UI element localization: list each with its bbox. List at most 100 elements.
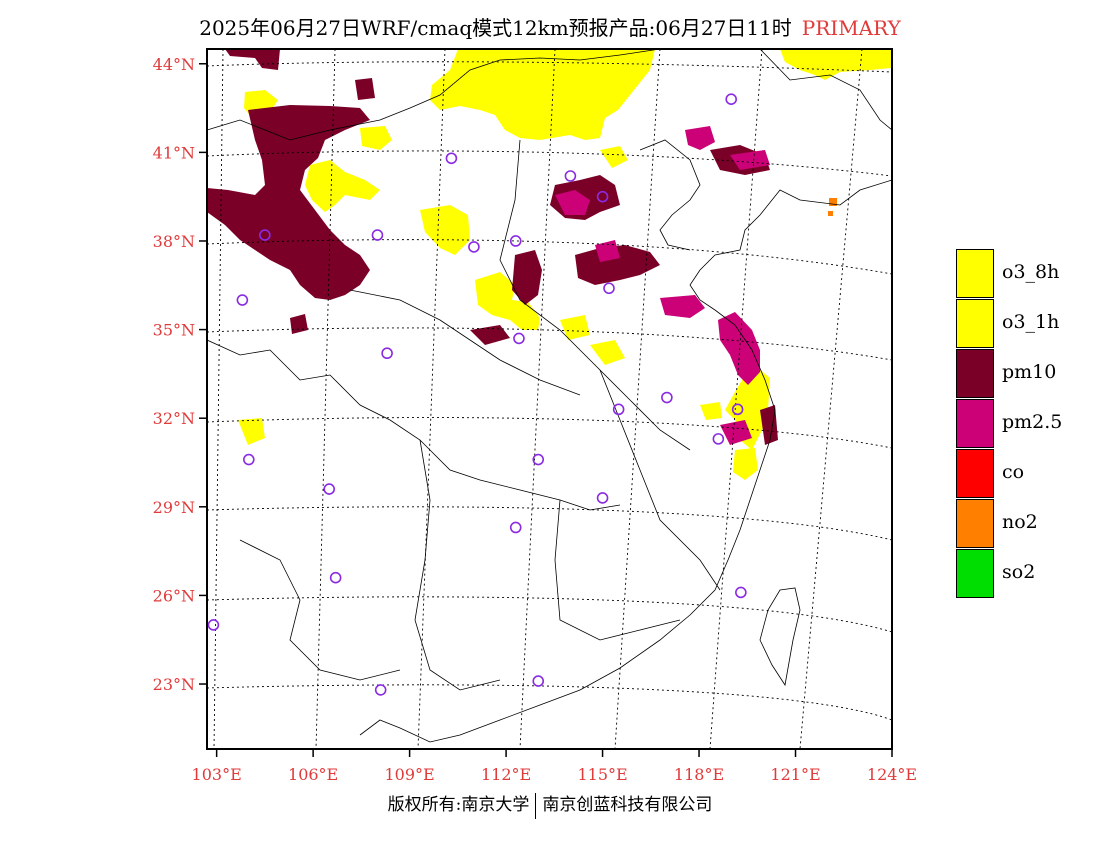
lon-tick-label: 118°E [674, 765, 724, 784]
legend-swatch [956, 399, 994, 448]
lat-tick-label: 44°N [153, 55, 195, 74]
station-marker [323, 483, 336, 495]
o3-area-shandong [560, 315, 590, 340]
station-marker [513, 332, 525, 345]
copyright-footer: 版权所有:南京大学 南京创蓝科技有限公司 [0, 790, 1100, 819]
station-marker [731, 403, 744, 416]
station-marker [735, 586, 747, 599]
o3-area-inner [305, 160, 380, 212]
station-marker [712, 433, 725, 445]
station-marker [596, 492, 609, 504]
o3-area-shanxi [420, 205, 470, 255]
map-frame [206, 48, 893, 750]
legend-item-o3-8h: o3_8h [956, 249, 1096, 299]
pm25-area-hebei [595, 240, 620, 262]
legend-item-o3-1h: o3_1h [956, 299, 1096, 349]
legend-label: no2 [1002, 511, 1038, 533]
pm25-area-shanghai [720, 420, 752, 445]
station-marker [371, 229, 384, 241]
border-ne [759, 49, 892, 131]
pm25-area-beijing [555, 190, 590, 215]
province-lines-7 [599, 369, 721, 591]
lon-tick-label: 121°E [770, 765, 820, 784]
o3-area-ne [780, 49, 892, 80]
station-marker [445, 152, 458, 165]
longitude-axis: 103°E 106°E 109°E 112°E 115°E 118°E 121°E 124°E [192, 749, 917, 784]
legend-item-co: co [956, 449, 1096, 499]
lon-tick-label: 112°E [481, 765, 531, 784]
o3-area-henan2 [590, 340, 625, 365]
coastline [359, 179, 892, 743]
pm10-area-shandong [575, 245, 660, 285]
station-marker [236, 294, 249, 306]
pm25-area-ne [685, 126, 715, 150]
legend-item-pm10: pm10 [956, 349, 1096, 399]
station-marker [374, 684, 387, 696]
station-marker [509, 235, 522, 247]
legend-label: o3_1h [1002, 311, 1060, 333]
lat-tick-label: 29°N [153, 498, 195, 517]
lat-tick-label: 35°N [153, 321, 195, 340]
legend-swatch [956, 549, 994, 598]
station-marker [532, 675, 545, 687]
title-tag: PRIMARY [801, 16, 901, 40]
station-marker [532, 453, 545, 466]
lon-tick-label: 106°E [288, 765, 338, 784]
station-marker [207, 619, 220, 631]
title-text: 2025年06月27日WRF/cmaq模式12km预报产品:06月27日11时 [199, 16, 792, 40]
legend-swatch [956, 449, 994, 498]
station-marker [596, 190, 609, 203]
station-marker [603, 282, 615, 295]
lon-tick-label: 109°E [384, 765, 434, 784]
pm25-area-shandong [660, 295, 705, 318]
copyright-left: 版权所有:南京大学 [387, 795, 530, 815]
o3-area-henan [475, 272, 540, 330]
station-marker [509, 521, 522, 534]
lon-tick-label: 124°E [867, 765, 917, 784]
station-marker [243, 453, 255, 466]
pm25-area-jiangsu [718, 312, 760, 385]
bohai-coast [639, 139, 701, 251]
lat-tick-label: 23°N [153, 675, 195, 694]
station-marker [259, 229, 271, 241]
o3-area-hebei [600, 146, 628, 168]
pm10-area-shanxi [512, 250, 542, 305]
taiwan [759, 587, 801, 687]
lat-tick-label: 26°N [153, 586, 195, 605]
province-lines-1 [207, 339, 621, 511]
latitude-axis: 44°N 41°N 38°N 35°N 32°N 29°N 26°N 23°N [153, 55, 207, 694]
legend-label: pm10 [1002, 361, 1057, 383]
no2-spot-2 [828, 211, 833, 216]
lat-tick-label: 32°N [153, 409, 195, 428]
boundaries [207, 49, 892, 743]
legend-swatch [956, 249, 994, 298]
legend: o3_8h o3_1h pm10 pm2.5 co no2 so2 [956, 249, 1096, 599]
legend-label: o3_8h [1002, 261, 1060, 283]
legend-swatch [956, 349, 994, 398]
footer-separator [535, 792, 537, 819]
pm10-area-topleft [225, 49, 280, 70]
o3-area-jiangsu [725, 368, 770, 450]
lon-tick-label: 103°E [192, 765, 242, 784]
copyright-right: 南京创蓝科技有限公司 [542, 795, 713, 815]
province-lines-3 [554, 499, 681, 641]
pollution-overlay [207, 49, 892, 480]
lat-tick-label: 38°N [153, 232, 195, 251]
station-marker [725, 93, 738, 106]
legend-label: co [1002, 461, 1025, 483]
o3-area-sichuan [238, 418, 265, 445]
no2-spot [829, 198, 837, 206]
station-markers [207, 93, 747, 696]
station-marker [612, 403, 625, 416]
station-marker [661, 391, 673, 404]
o3-area-north [430, 49, 655, 140]
o3-area-north2 [360, 126, 392, 150]
national-border-north [207, 49, 661, 141]
station-marker [381, 347, 393, 360]
pm25-area-liaoning [730, 150, 770, 170]
legend-swatch [956, 499, 994, 548]
legend-swatch [956, 299, 994, 348]
province-lines-2 [414, 439, 501, 691]
legend-item-so2: so2 [956, 549, 1096, 599]
map-title: 2025年06月27日WRF/cmaq模式12km预报产品:06月27日11时 P… [0, 12, 1100, 41]
